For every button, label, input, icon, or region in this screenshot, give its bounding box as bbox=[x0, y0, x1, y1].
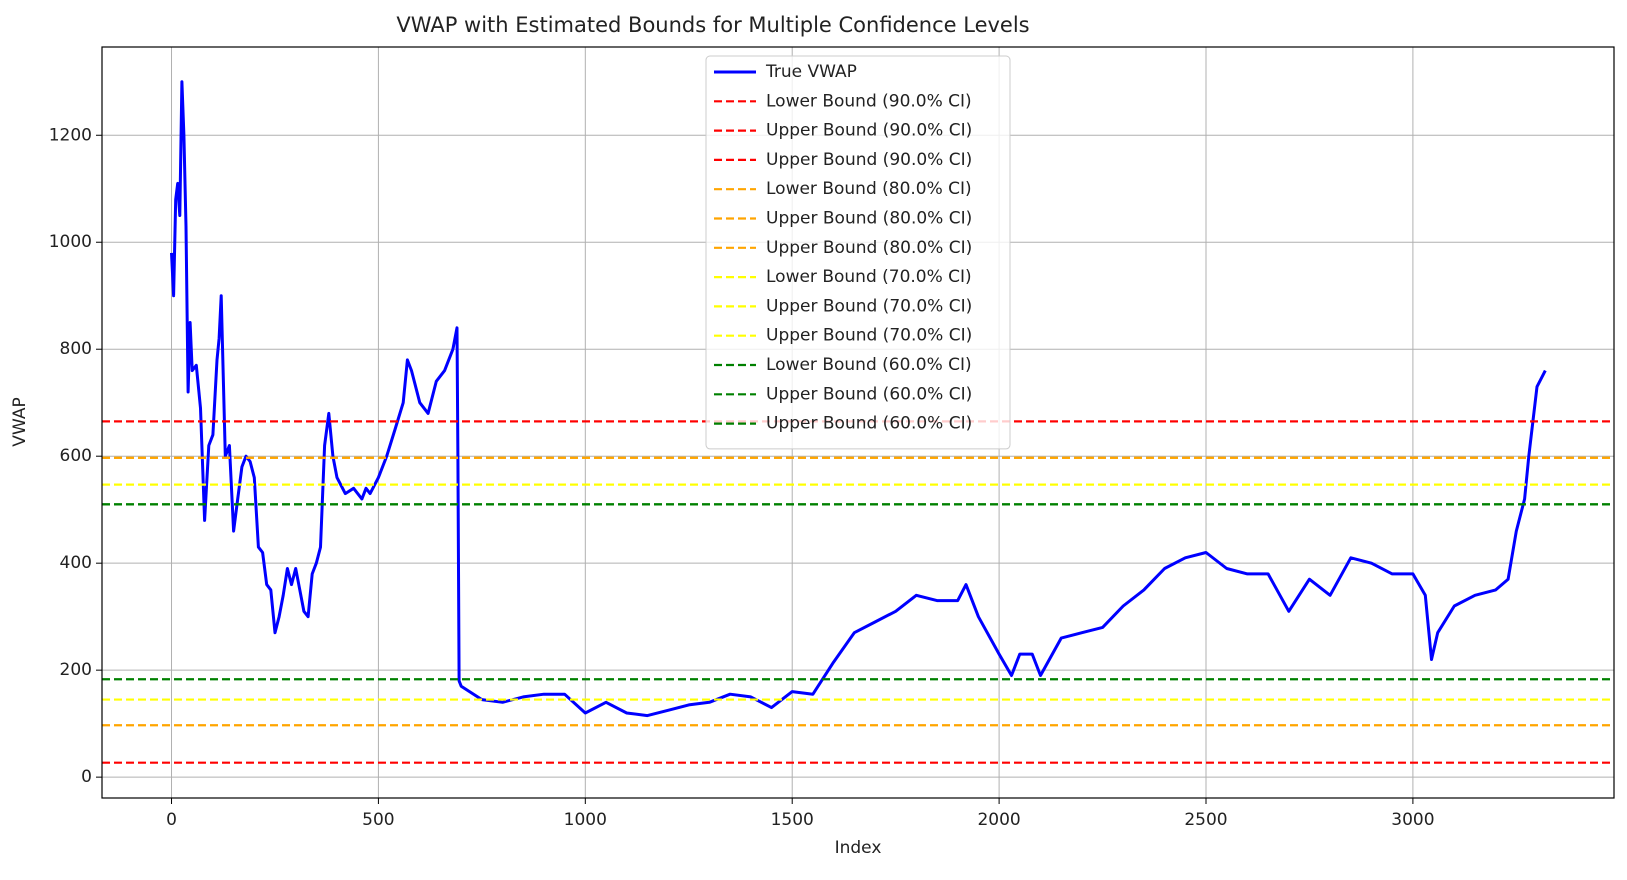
y-tick-label: 200 bbox=[60, 660, 92, 680]
plot-frame bbox=[101, 46, 1615, 799]
legend-label: Lower Bound (80.0% CI) bbox=[766, 179, 972, 199]
legend-label: Upper Bound (80.0% CI) bbox=[766, 238, 972, 258]
chart-title: VWAP with Estimated Bounds for Multiple … bbox=[396, 13, 1029, 37]
x-tick-label: 1500 bbox=[771, 810, 814, 830]
legend-label: True VWAP bbox=[765, 62, 857, 82]
y-tick-label: 0 bbox=[81, 767, 92, 787]
y-tick-label: 400 bbox=[60, 553, 92, 573]
legend-label: Lower Bound (60.0% CI) bbox=[766, 355, 972, 375]
legend-box bbox=[705, 55, 1011, 450]
y-axis-label: VWAP bbox=[10, 397, 30, 446]
legend-label: Upper Bound (60.0% CI) bbox=[766, 414, 972, 434]
legend-label: Upper Bound (90.0% CI) bbox=[766, 150, 972, 170]
legend-label: Upper Bound (70.0% CI) bbox=[766, 296, 972, 316]
legend-label: Upper Bound (60.0% CI) bbox=[766, 384, 972, 404]
legend-label: Lower Bound (70.0% CI) bbox=[766, 267, 972, 287]
legend-label: Upper Bound (70.0% CI) bbox=[766, 326, 972, 346]
y-tick-label: 600 bbox=[60, 446, 92, 466]
legend-label: Upper Bound (90.0% CI) bbox=[766, 121, 972, 141]
data-line bbox=[170, 80, 1547, 718]
x-axis-label: Index bbox=[835, 838, 882, 858]
x-tick-label: 2500 bbox=[1184, 810, 1227, 830]
x-tick-label: 500 bbox=[362, 810, 394, 830]
x-tick-label: 3000 bbox=[1391, 810, 1434, 830]
x-tick-label: 1000 bbox=[564, 810, 607, 830]
legend-label: Lower Bound (90.0% CI) bbox=[766, 91, 972, 111]
x-tick-label: 0 bbox=[166, 810, 177, 830]
legend-label: Upper Bound (80.0% CI) bbox=[766, 209, 972, 229]
y-tick-label: 800 bbox=[60, 339, 92, 359]
y-tick-label: 1200 bbox=[49, 125, 92, 145]
y-tick-label: 1000 bbox=[49, 232, 92, 252]
x-tick-label: 2000 bbox=[977, 810, 1020, 830]
